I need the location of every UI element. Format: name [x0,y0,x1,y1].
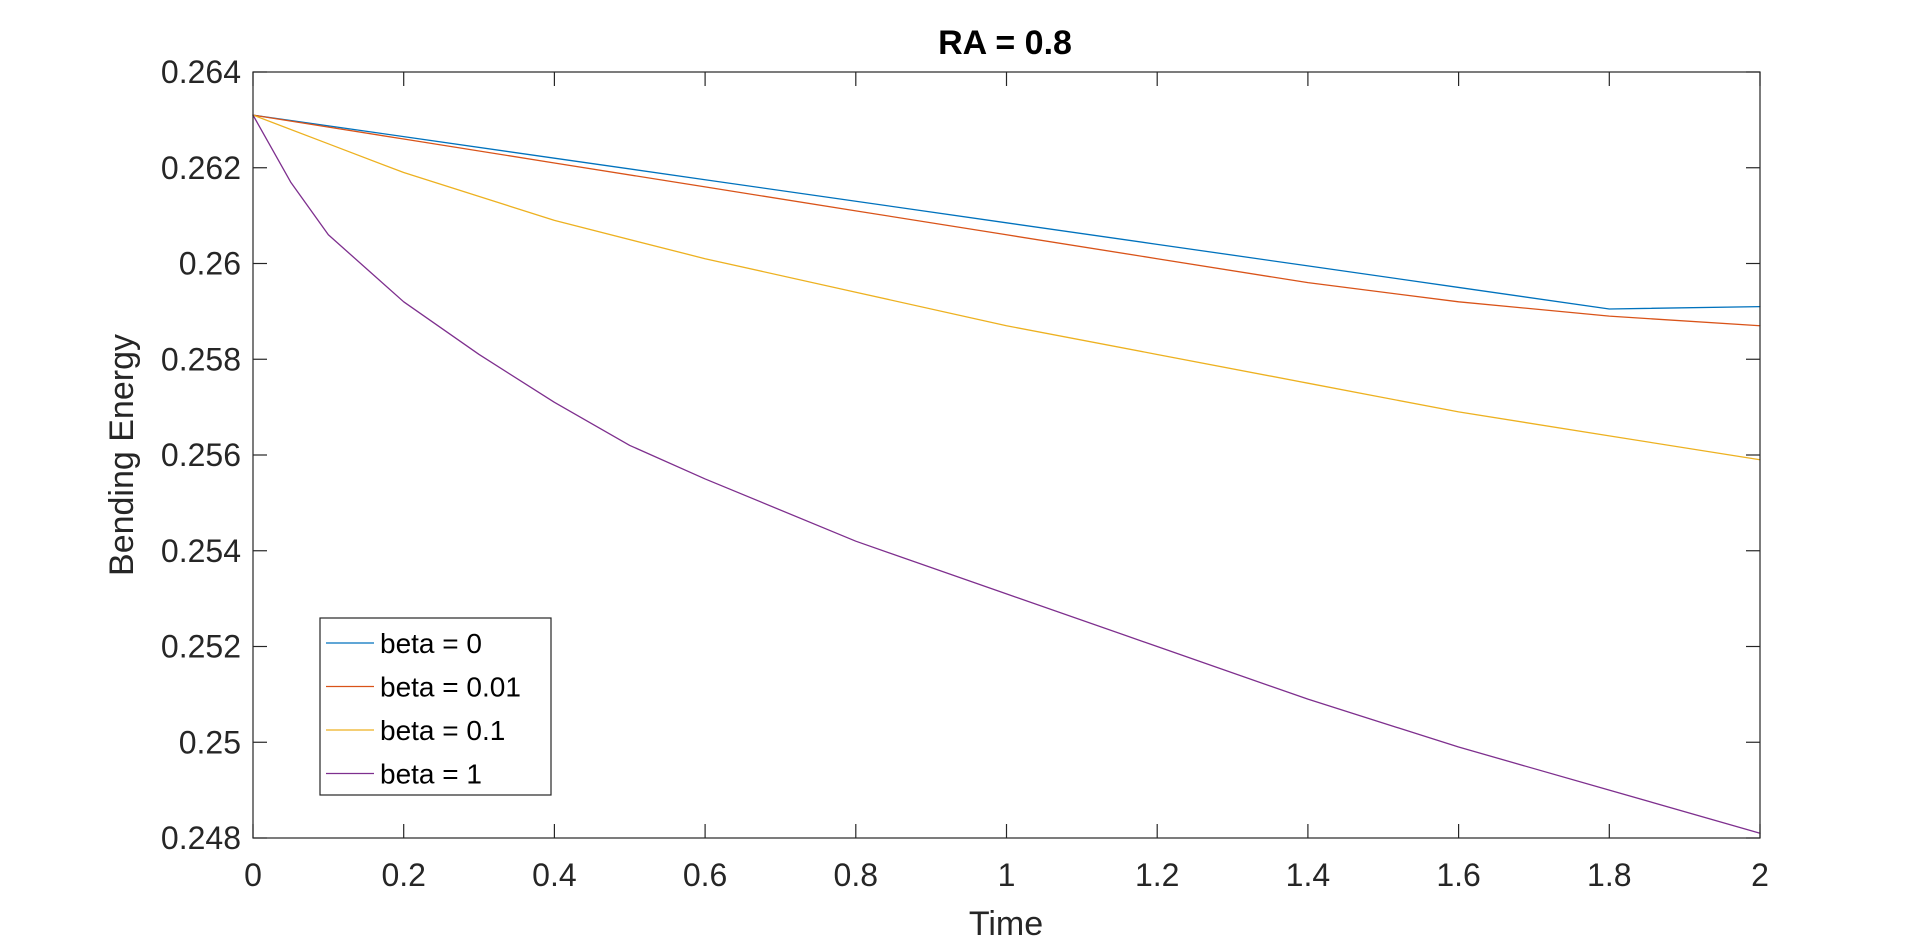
x-tick-label: 0.4 [532,857,576,893]
legend: beta = 0 beta = 0.01 beta = 0.1 beta = 1 [319,617,552,796]
y-tick-label: 0.25 [179,724,241,760]
series-line-2 [252,114,1761,461]
x-axis-label: Time [969,905,1043,936]
x-tick-label: 1 [998,857,1016,893]
y-tick-label: 0.254 [161,533,241,569]
series-line-3 [252,114,1761,834]
x-tick-label: 0.2 [381,857,425,893]
series-line-1 [252,114,1761,327]
legend-box [319,617,552,796]
x-tick-label: 1.2 [1135,857,1179,893]
y-tick-label: 0.256 [161,437,241,473]
series-group [252,114,1761,834]
y-axis-label: Bending Energy [103,334,141,576]
y-tick-label: 0.258 [161,341,241,377]
y-tick-label: 0.248 [161,820,241,856]
x-tick-label: 1.6 [1436,857,1480,893]
legend-label-2: beta = 0.1 [380,715,505,746]
x-tick-label: 1.8 [1587,857,1631,893]
series-line-0 [252,114,1761,310]
x-tick-label: 0.6 [683,857,727,893]
y-tick-label: 0.264 [161,54,241,90]
y-tick-label: 0.252 [161,629,241,665]
y-tick-label: 0.262 [161,150,241,186]
x-tick-label: 1.4 [1286,857,1330,893]
x-tick-label: 0 [244,857,262,893]
x-axis-ticks: 0 0.2 0.4 0.6 0.8 1 1.2 1.4 1.6 1.8 2 [244,72,1769,893]
legend-label-3: beta = 1 [380,759,482,790]
chart-title: RA = 0.8 [938,24,1072,62]
legend-label-1: beta = 0.01 [380,672,521,703]
x-tick-label: 0.8 [834,857,878,893]
legend-label-0: beta = 0 [380,628,482,659]
x-tick-label: 2 [1751,857,1769,893]
y-axis-ticks: 0.248 0.25 0.252 0.254 0.256 0.258 0.26 0.262 0.… [161,54,1760,856]
y-tick-label: 0.26 [179,246,241,282]
